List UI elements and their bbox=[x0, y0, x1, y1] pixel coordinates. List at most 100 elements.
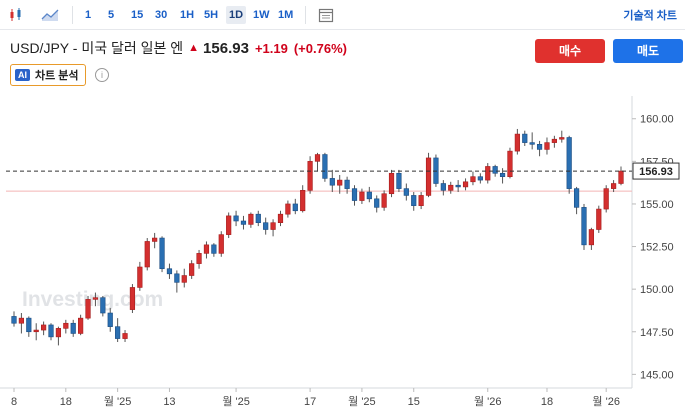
candle-body bbox=[92, 297, 99, 300]
candle-body bbox=[78, 317, 84, 334]
candle-body bbox=[122, 333, 128, 339]
candle-body bbox=[277, 213, 284, 223]
candle-body bbox=[403, 188, 409, 196]
last-price-label: 156.93 bbox=[639, 166, 673, 178]
last-price: 156.93 bbox=[203, 39, 249, 57]
price-change: +1.19 bbox=[254, 40, 288, 56]
interval-1d[interactable]: 1D bbox=[226, 6, 247, 24]
candle-body bbox=[144, 241, 150, 268]
candle-body bbox=[455, 184, 461, 188]
chart-analysis-label: 차트 분석 bbox=[35, 70, 79, 82]
candle-body bbox=[174, 273, 180, 283]
candle-body bbox=[411, 195, 417, 206]
candle-body bbox=[522, 133, 528, 143]
interval-1h[interactable]: 1H bbox=[180, 9, 195, 21]
candle-body bbox=[226, 215, 232, 235]
calendar-icon[interactable] bbox=[316, 5, 336, 25]
candle-body bbox=[329, 178, 335, 186]
candle-body bbox=[322, 154, 328, 179]
candle-body bbox=[270, 222, 276, 230]
y-tick-label: 160.00 bbox=[640, 114, 674, 126]
candle-body bbox=[55, 328, 62, 338]
x-tick-label: 13 bbox=[163, 396, 175, 408]
candle-body bbox=[388, 172, 395, 195]
price-change-percent: (+0.76%) bbox=[293, 40, 347, 56]
x-tick-label: 월 '25 bbox=[104, 395, 132, 408]
chart-toolbar: 1 5 15 30 1H 5H 1D 1W 1M 기술적 차트 bbox=[0, 0, 685, 30]
candle-body bbox=[492, 166, 498, 174]
candle-body bbox=[603, 188, 609, 210]
interval-1m[interactable]: 1 bbox=[85, 9, 92, 21]
candle-body bbox=[448, 184, 454, 191]
x-tick-label: 월 '25 bbox=[348, 395, 376, 408]
interval-1w[interactable]: 1W bbox=[253, 9, 270, 21]
candle-body bbox=[218, 234, 224, 254]
candle-body bbox=[70, 322, 76, 334]
x-tick-label: 월 '26 bbox=[592, 395, 620, 408]
candle-body bbox=[596, 208, 602, 230]
buy-button[interactable]: 매수 bbox=[535, 39, 605, 63]
y-tick-label: 152.50 bbox=[640, 242, 674, 254]
candle-body bbox=[366, 191, 372, 200]
candle-body bbox=[196, 253, 202, 264]
candle-body bbox=[507, 150, 513, 177]
candle-body bbox=[307, 161, 313, 191]
x-tick-label: 8 bbox=[11, 396, 17, 408]
technical-chart-link[interactable]: 기술적 차트 bbox=[623, 10, 677, 22]
x-tick-label: 월 '26 bbox=[474, 395, 502, 408]
candle-body bbox=[418, 195, 424, 206]
candle-body bbox=[166, 268, 173, 275]
candle-body bbox=[514, 133, 520, 152]
interval-30m[interactable]: 30 bbox=[155, 9, 168, 21]
candle-body bbox=[374, 198, 380, 208]
candle-body bbox=[159, 237, 165, 270]
candle-body bbox=[233, 215, 239, 222]
candle-body bbox=[107, 312, 113, 327]
last-price-tag bbox=[632, 162, 680, 180]
candle-body bbox=[255, 213, 261, 223]
candle-body bbox=[618, 170, 624, 184]
candle-body bbox=[137, 266, 143, 288]
x-tick-label: 15 bbox=[408, 396, 420, 408]
x-tick-label: 17 bbox=[304, 396, 316, 408]
interval-5m[interactable]: 5 bbox=[108, 9, 115, 21]
interval-1mo[interactable]: 1M bbox=[278, 9, 294, 21]
candle-body bbox=[485, 166, 491, 181]
y-tick-label: 155.00 bbox=[640, 199, 674, 211]
candle-body bbox=[573, 188, 580, 208]
candle-body bbox=[470, 176, 476, 183]
candlestick-icon[interactable] bbox=[6, 5, 26, 25]
candle-body bbox=[477, 176, 483, 181]
candle-body bbox=[63, 322, 69, 329]
candle-body bbox=[181, 275, 187, 283]
candle-body bbox=[300, 190, 306, 212]
candle-body bbox=[529, 142, 535, 145]
area-chart-icon[interactable] bbox=[40, 5, 60, 25]
ai-badge: AI bbox=[15, 69, 30, 81]
candle-body bbox=[285, 203, 291, 215]
candle-body bbox=[359, 191, 365, 201]
info-icon[interactable]: i bbox=[95, 68, 109, 82]
interval-15m[interactable]: 15 bbox=[131, 9, 144, 21]
candle-body bbox=[344, 179, 350, 189]
candle-body bbox=[18, 317, 25, 324]
candle-body bbox=[189, 263, 195, 276]
candle-body bbox=[566, 137, 572, 189]
chart-analysis-button[interactable]: AI 차트 분석 bbox=[10, 64, 86, 86]
candle-body bbox=[115, 326, 121, 339]
candle-body bbox=[248, 213, 254, 225]
candle-body bbox=[292, 203, 298, 212]
candle-body bbox=[48, 324, 54, 338]
candle-body bbox=[536, 144, 543, 150]
candle-body bbox=[462, 181, 469, 188]
price-chart[interactable]: Investing.com 145.00 147.50 150.00 152.50 155… bbox=[0, 96, 685, 420]
toolbar-divider bbox=[72, 6, 73, 24]
sell-button[interactable]: 매도 bbox=[613, 39, 683, 63]
candle-body bbox=[152, 237, 158, 242]
candle-body bbox=[33, 329, 39, 333]
candle-body bbox=[100, 297, 106, 314]
candle-body bbox=[211, 244, 217, 254]
interval-5h[interactable]: 5H bbox=[204, 9, 219, 21]
candle-body bbox=[85, 299, 91, 319]
x-tick-label: 월 '25 bbox=[222, 395, 250, 408]
